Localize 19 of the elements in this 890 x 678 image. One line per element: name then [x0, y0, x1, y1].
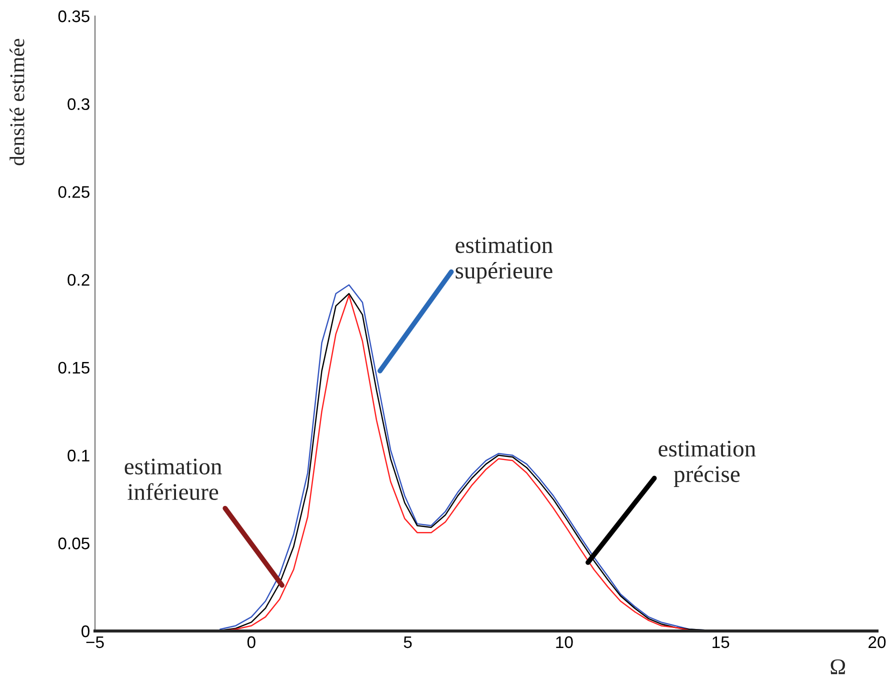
y-tick-label: 0.3 — [68, 98, 90, 110]
x-tick-label: 0 — [247, 636, 256, 648]
y-tick-label: 0 — [82, 625, 90, 638]
annotation: estimation supérieure — [456, 237, 553, 284]
annotation: estimation précise — [658, 440, 756, 487]
annotation: estimation inférieure — [124, 458, 222, 500]
y-tick-label: 0.25 — [58, 186, 90, 198]
x-tick-label: 20 — [868, 636, 886, 648]
y-axis-title: densité estimée — [10, 38, 24, 166]
x-tick-label: 5 — [404, 636, 412, 648]
x-tick-label: −5 — [86, 636, 104, 648]
y-tick-label: 0.05 — [58, 538, 90, 550]
x-tick-label: 15 — [712, 636, 730, 648]
y-tick-label: 0.15 — [58, 362, 90, 374]
y-tick-label: 0.2 — [68, 274, 90, 286]
x-axis-title: Ω — [830, 659, 846, 674]
y-tick-label: 0.35 — [58, 10, 90, 22]
x-tick-label: 10 — [556, 636, 573, 648]
y-tick-label: 0.1 — [68, 450, 90, 462]
